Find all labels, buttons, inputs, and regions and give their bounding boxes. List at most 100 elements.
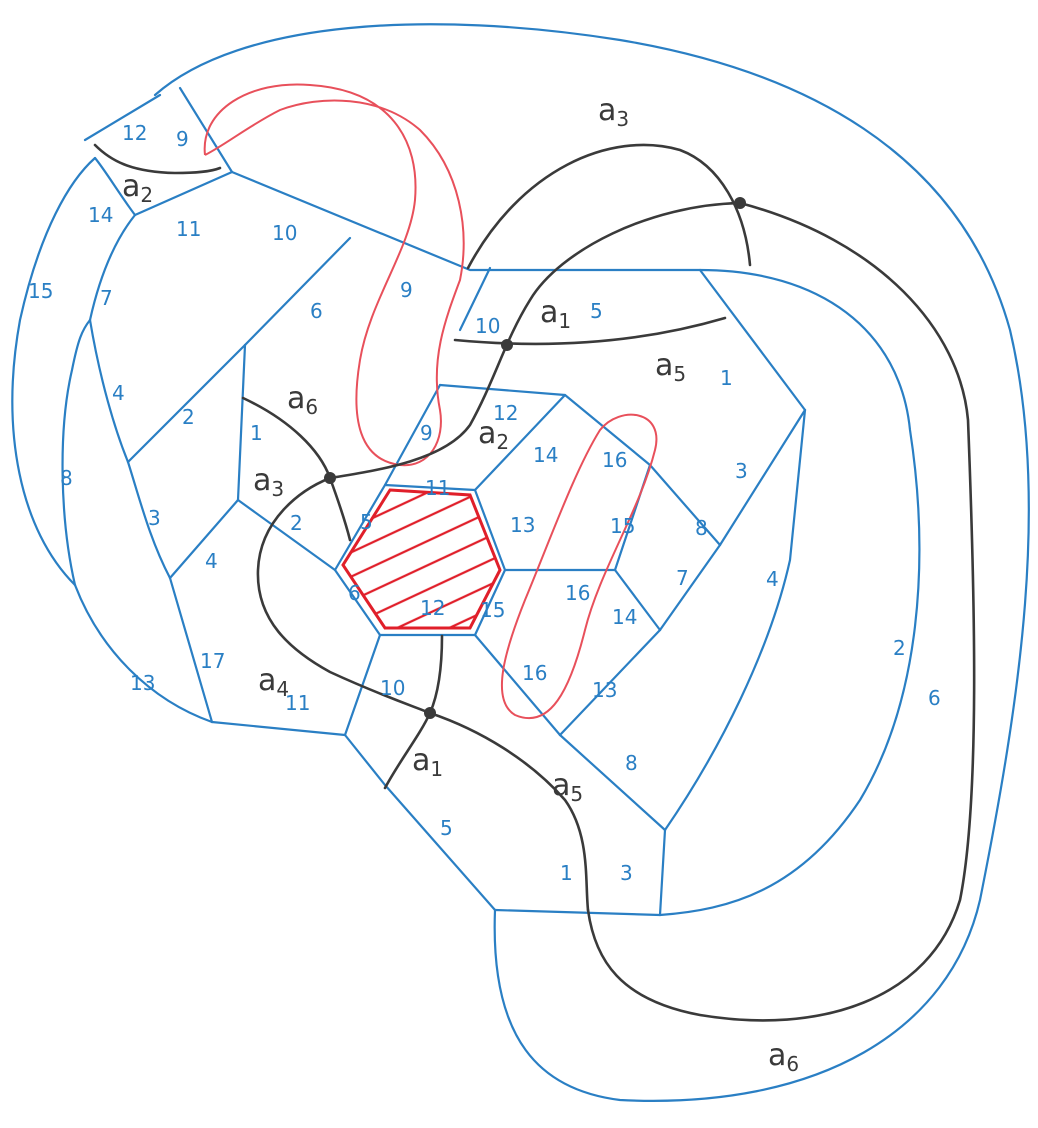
edge-label: 4	[766, 567, 779, 591]
arc-label-subscript: 1	[558, 309, 571, 333]
red-curve-pill	[501, 413, 658, 720]
arc-label-a2-center: a2	[478, 416, 509, 454]
edge-label: 9	[400, 278, 413, 302]
edge-label: 2	[182, 405, 195, 429]
arc-label-letter: a	[478, 416, 496, 451]
edge-label: 1	[250, 421, 263, 445]
edge-8-right	[648, 463, 722, 547]
edge-17	[168, 576, 214, 724]
hatched-face-outline	[341, 488, 502, 630]
arc-label-letter: a	[258, 663, 276, 698]
vertex-dot	[734, 197, 746, 209]
edge-15	[11, 156, 97, 587]
edge-label: 14	[612, 605, 637, 629]
edge-12-top	[83, 93, 162, 142]
edge-label: 16	[565, 581, 590, 605]
arc-label-subscript: 2	[496, 430, 509, 454]
edge-label: 2	[893, 636, 906, 660]
edge-label: 4	[112, 381, 125, 405]
arc-label-letter: a	[540, 295, 558, 330]
arc-label-a1-bottom: a1	[412, 743, 443, 781]
edge-lower-diag	[343, 733, 387, 787]
edge-label: 10	[272, 221, 297, 245]
edge-8-bottom	[558, 733, 667, 832]
edge-label: 3	[735, 459, 748, 483]
edge-1-bottom	[493, 908, 662, 917]
edge-label: 3	[148, 506, 161, 530]
arc-label-subscript: 4	[276, 677, 289, 701]
arc-label-letter: a	[253, 463, 271, 498]
edge-label: 12	[122, 121, 147, 145]
arc-label-subscript: 5	[570, 782, 583, 806]
arc-label-letter: a	[287, 381, 305, 416]
edge-3-bottom	[658, 828, 667, 917]
edge-label: 1	[720, 366, 733, 390]
vertex-dot	[324, 472, 336, 484]
edge-label: 13	[130, 671, 155, 695]
edge-outer-loop	[153, 23, 1030, 1102]
edge-6-upper	[243, 236, 352, 347]
edge-11-top	[133, 170, 234, 217]
red-curve-snake	[203, 83, 465, 467]
vertices	[324, 197, 746, 719]
arc-label-a5-bottom: a5	[552, 768, 583, 806]
edge-label: 15	[28, 279, 53, 303]
edge-label: 6	[348, 581, 361, 605]
edge-label: 7	[676, 566, 689, 590]
edge-label: 3	[620, 861, 633, 885]
arc-label-subscript: 6	[786, 1052, 799, 1076]
edge-label: 16	[522, 661, 547, 685]
edge-label: 8	[625, 751, 638, 775]
edge-3-right	[718, 408, 807, 547]
arc-label-letter: a	[122, 169, 140, 204]
edge-7-right	[658, 543, 722, 632]
arc-label-letter: a	[412, 743, 430, 778]
edge-label: 14	[533, 443, 558, 467]
edge-label: 9	[420, 421, 433, 445]
red-curves	[203, 83, 658, 720]
edge-2-left	[126, 343, 247, 464]
edge-network	[11, 23, 1030, 1102]
edge-4-right	[663, 408, 807, 832]
arc-label-a3-top: a3	[598, 93, 629, 131]
edge-4-mid	[168, 498, 240, 580]
edge-label: 6	[928, 686, 941, 710]
edge-label: 12	[493, 401, 518, 425]
arc-label-letter: a	[552, 768, 570, 803]
edge-9-top	[178, 86, 234, 174]
edge-label: 2	[290, 511, 303, 535]
edge-loop-2	[658, 268, 921, 917]
arc-a5-upper	[453, 316, 727, 346]
vertex-dot	[424, 707, 436, 719]
arc-label-a5-right: a5	[655, 348, 686, 386]
arc-label-a6-left: a6	[287, 381, 318, 419]
arc-label-letter: a	[768, 1038, 786, 1073]
edge-label: 5	[440, 816, 453, 840]
edge-label: 12	[420, 596, 445, 620]
arc-label-subscript: 3	[616, 107, 629, 131]
edge-label: 6	[310, 299, 323, 323]
edge-label: 8	[60, 466, 73, 490]
edge-label: 4	[205, 549, 218, 573]
edge-label: 17	[200, 649, 225, 673]
edge-label: 11	[425, 476, 450, 500]
edge-label: 11	[176, 217, 201, 241]
edge-label: 15	[480, 598, 505, 622]
edge-label: 13	[510, 513, 535, 537]
vertex-dot	[501, 339, 513, 351]
edge-label: 5	[360, 510, 373, 534]
edge-14-right	[613, 568, 662, 632]
edge-10-top	[230, 170, 702, 272]
arc-label-a6-bottom: a6	[768, 1038, 799, 1076]
edge-hexagon	[333, 483, 507, 637]
edge-3-left	[126, 460, 172, 580]
edge-5-bottom	[383, 783, 497, 912]
edge-10-inner	[458, 266, 492, 332]
edge-label: 14	[88, 203, 113, 227]
edge-8	[61, 318, 92, 587]
arc-a3-left	[256, 476, 432, 715]
arc-label-a3-left: a3	[253, 463, 284, 501]
